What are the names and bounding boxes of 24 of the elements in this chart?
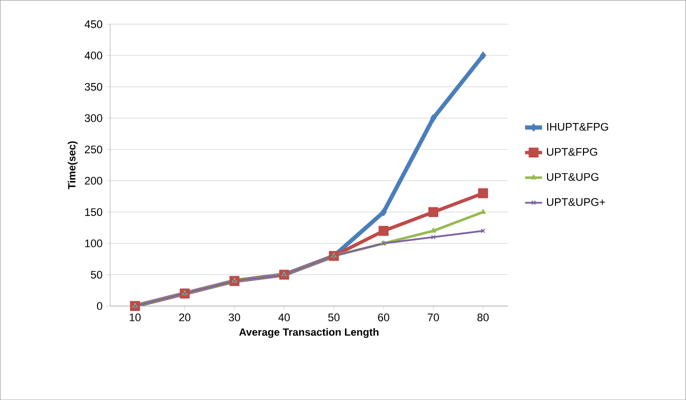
y-tick-label: 100 [85,239,102,248]
y-tick-label: 450 [84,20,102,28]
x-tick-label: 60 [378,313,390,322]
y-tick-label: 300 [84,114,102,122]
x-axis-title: Average Transaction Length [239,328,378,338]
y-tick-label: 0 [96,302,102,310]
legend-label: UPT&UPG+ [547,198,605,206]
y-tick-label: 200 [84,176,102,185]
x-tick-label: 40 [278,313,290,322]
legend-label: UPT&FPG [547,148,598,156]
x-tick-label: 10 [130,313,141,322]
y-tick-label: 50 [90,270,102,279]
legend-label: IHUPT&FPG [547,122,608,131]
y-axis-title: Time(sec) [68,141,78,190]
y-tick-label: 350 [84,82,102,91]
legend-label: UPT&UPG [547,173,598,181]
x-tick-label: 30 [228,313,240,322]
x-tick-label: 20 [179,313,190,322]
x-tick-label: 70 [428,313,439,322]
y-tick-label: 250 [84,146,102,154]
x-tick-label: 80 [477,313,489,322]
y-tick-label: 150 [85,208,102,216]
y-tick-label: 400 [84,52,102,60]
x-tick-label: 50 [328,313,340,322]
